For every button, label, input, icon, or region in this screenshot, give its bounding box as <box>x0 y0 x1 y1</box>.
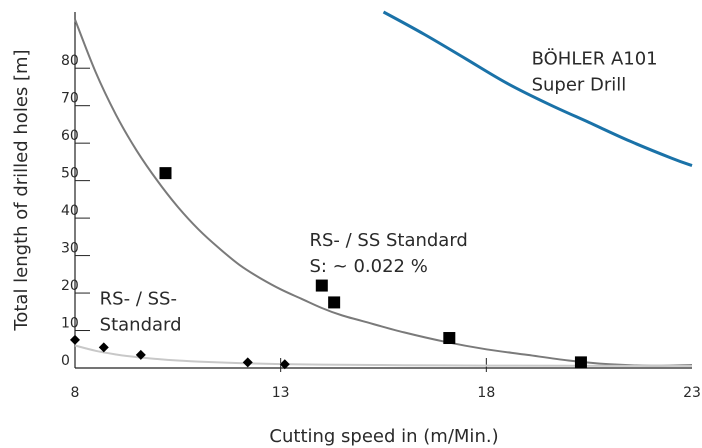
x-axis-title: Cutting speed in (m/Min.) <box>269 426 498 447</box>
y-tick-label: 20 <box>61 278 79 294</box>
y-tick-label: 50 <box>61 166 79 182</box>
data-point-diamond <box>243 357 253 367</box>
series-labels: BÖHLER A101 Super Drill RS- / SS Standard S… <box>100 47 658 335</box>
y-tick-label: 30 <box>61 241 79 257</box>
x-tick-label: 23 <box>683 385 701 401</box>
data-point-square <box>159 167 171 179</box>
y-tick-label: 10 <box>61 316 79 332</box>
y-tick-label: 70 <box>61 91 79 107</box>
x-tick-label: 18 <box>477 385 495 401</box>
data-point-diamond <box>70 335 80 345</box>
data-point-square <box>316 280 328 292</box>
data-point-square <box>575 356 587 368</box>
data-point-square <box>328 296 340 308</box>
axes: 0 10 20 30 40 50 60 70 80 8 13 18 23 <box>61 12 701 401</box>
series-label: RS- / SS Standard <box>309 230 467 251</box>
y-axis-title: Total length of drilled holes [m] <box>11 49 32 331</box>
x-tick-label: 13 <box>272 385 290 401</box>
y-tick-label: 0 <box>61 353 70 369</box>
series-label: Standard <box>100 314 182 335</box>
y-tick-label: 40 <box>61 203 79 219</box>
series-label: RS- / SS- <box>100 288 177 309</box>
data-point-square <box>443 332 455 344</box>
x-tick-label: 8 <box>71 385 80 401</box>
series-label: S: ~ 0.022 % <box>309 256 427 277</box>
series-label: BÖHLER A101 <box>532 47 658 69</box>
y-tick-label: 80 <box>61 53 79 69</box>
y-tick-label: 60 <box>61 128 79 144</box>
series-label: Super Drill <box>532 74 627 95</box>
